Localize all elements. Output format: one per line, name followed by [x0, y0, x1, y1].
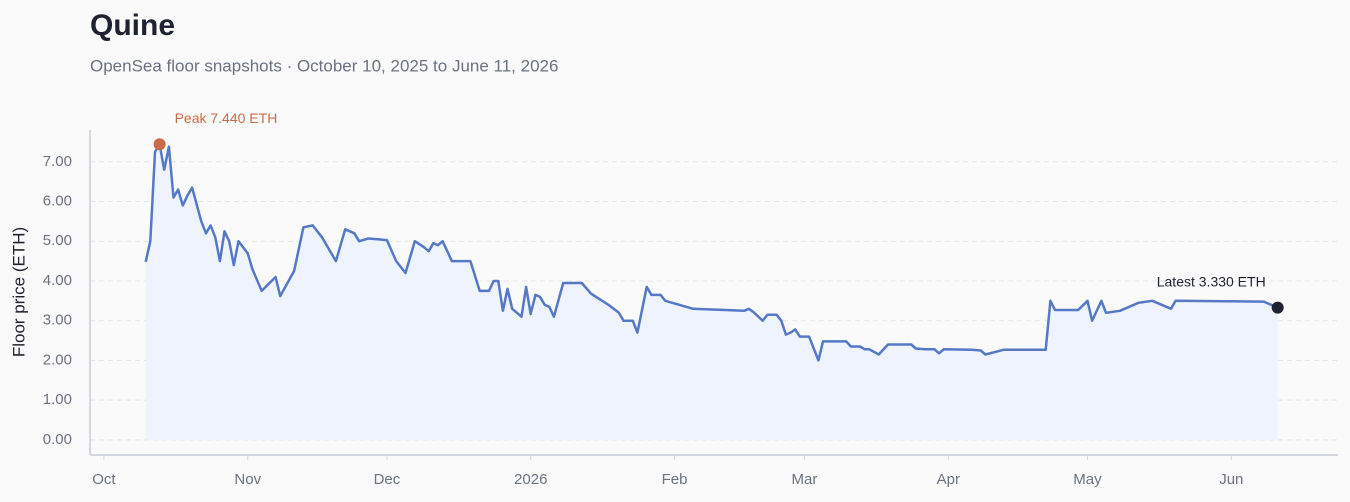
y-tick-label: 2.00	[43, 351, 72, 368]
annotation-label: Peak 7.440 ETH	[175, 110, 278, 126]
x-tick-label: Oct	[92, 471, 116, 488]
x-tick-label: Dec	[374, 471, 401, 488]
x-tick-label: Nov	[234, 471, 261, 488]
x-tick-label: Mar	[792, 471, 818, 488]
y-tick-label: 1.00	[43, 391, 72, 408]
annotation-marker	[1271, 301, 1284, 314]
line	[144, 143, 1279, 362]
x-tick-label: Jun	[1219, 471, 1243, 488]
chart-title: Quine	[90, 9, 175, 42]
y-tick-label: 5.00	[43, 232, 72, 249]
y-tick-label: 7.00	[43, 153, 72, 170]
annotation-label: Latest 3.330 ETH	[1157, 273, 1266, 289]
y-tick-label: 3.00	[43, 312, 72, 329]
x-tick-label: Feb	[662, 471, 688, 488]
y-tick-label: 6.00	[43, 192, 72, 209]
area	[145, 144, 1278, 440]
y-tick-label: 0.00	[43, 431, 72, 448]
annotation-marker	[153, 138, 166, 151]
chart-subtitle: OpenSea floor snapshots · October 10, 20…	[90, 56, 558, 75]
x-tick-label: May	[1073, 471, 1102, 488]
y-axis-title: Floor price (ETH)	[9, 227, 28, 357]
x-tick-label: Apr	[937, 471, 960, 488]
y-tick-label: 4.00	[43, 272, 72, 289]
x-tick-label: 2026	[514, 471, 547, 488]
